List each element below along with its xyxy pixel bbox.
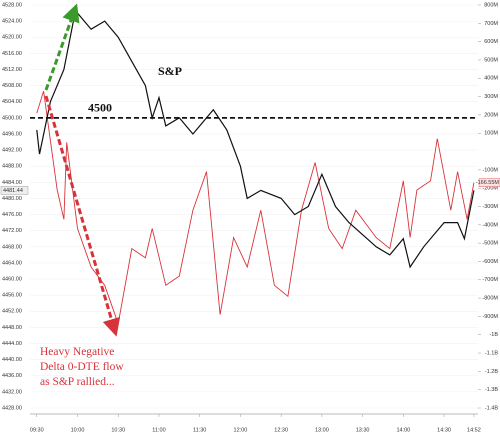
y2-tick-label: 100M [484, 131, 498, 137]
x-tick-label: 14:52 [467, 427, 481, 433]
y-tick-label: 4444.00 [2, 341, 22, 347]
x-tick-label: 09:30 [30, 427, 44, 433]
x-tick-label: 10:00 [71, 427, 85, 433]
x-tick-label: 14:00 [396, 427, 410, 433]
y2-tick-label: -1.3B [485, 387, 498, 393]
y-tick-label: 4504.00 [2, 99, 22, 105]
y-tick-label: 4464.00 [2, 260, 22, 266]
y2-tick-label: 600M [484, 39, 498, 45]
x-tick-label: 12:30 [274, 427, 288, 433]
y-tick-label: 4480.00 [2, 196, 22, 202]
series-label: S&P [158, 64, 182, 78]
y2-tick-label: -200M [482, 186, 498, 192]
y2-tick-label: -1.1B [485, 350, 498, 356]
green-arrow [44, 3, 80, 91]
y-tick-label: 4528.00 [2, 2, 22, 8]
y-tick-label: 4484.00 [2, 180, 22, 186]
y-tick-label: 4436.00 [2, 373, 22, 379]
y-tick-label: 4524.00 [2, 19, 22, 25]
series-line [36, 12, 475, 269]
y2-tick-label: 800M [484, 2, 498, 8]
y-tick-label: 4448.00 [2, 325, 22, 331]
annotation-line: Delta 0-DTE flow [40, 361, 124, 373]
red-arrow [44, 95, 121, 337]
y-tick-label: 4508.00 [2, 83, 22, 89]
y2-tick-label: -900M [482, 314, 498, 320]
y2-tick-label: -1B [489, 332, 498, 338]
y-tick-label: 4488.00 [2, 164, 22, 170]
last-value-box [0, 186, 29, 195]
y-tick-label: 4428.00 [2, 405, 22, 411]
y2-tick-label: -300M [482, 204, 498, 210]
y2-tick-label: 400M [484, 76, 498, 82]
y-tick-label: 4500.00 [2, 115, 22, 121]
y2-tick-label: 500M [484, 57, 498, 63]
y2-tick-label: -100M [482, 167, 498, 173]
y-tick-label: 4456.00 [2, 293, 22, 299]
y2-tick-label: -600M [482, 259, 498, 265]
y-tick-label: 4492.00 [2, 148, 22, 154]
y-tick-label: 4432.00 [2, 389, 22, 395]
last-value-label: -166.55M [476, 180, 500, 186]
y-tick-label: 4472.00 [2, 228, 22, 234]
y-tick-label: 4476.00 [2, 212, 22, 218]
x-tick-label: 10:30 [111, 427, 125, 433]
x-tick-label: 11:00 [152, 427, 165, 433]
y-tick-label: 4440.00 [2, 357, 22, 363]
x-tick-label: 14:30 [437, 427, 451, 433]
y-tick-label: 4468.00 [2, 244, 22, 250]
last-value-box [478, 178, 500, 187]
y2-tick-label: -700M [482, 277, 498, 283]
y-tick-label: 4512.00 [2, 67, 22, 73]
x-tick-label: 13:00 [315, 427, 329, 433]
y2-tick-label: -400M [482, 222, 498, 228]
annotation-line: Heavy Negative [40, 346, 114, 358]
y2-tick-label: 300M [484, 94, 498, 100]
y-tick-label: 4496.00 [2, 131, 22, 137]
y2-tick-label: -1.2B [485, 369, 498, 375]
y2-tick-label: -1.4B [485, 405, 498, 411]
y-tick-label: 4520.00 [2, 35, 22, 41]
y2-tick-label: -800M [482, 296, 498, 302]
y-tick-label: 4452.00 [2, 309, 22, 315]
x-tick-label: 11:30 [193, 427, 206, 433]
annotation: Heavy Negative Delta 0-DTE flow as S&P r… [40, 346, 127, 388]
annotation-line: as S&P rallied... [40, 376, 115, 388]
y-tick-label: 4460.00 [2, 276, 22, 282]
y2-tick-label: 700M [484, 21, 498, 27]
y-tick-label: 4516.00 [2, 51, 22, 57]
last-value-label: 4481.44 [3, 188, 23, 194]
y2-tick-label: 200M [484, 112, 498, 118]
y2-tick-label: -500M [482, 241, 498, 247]
series-line [36, 90, 475, 326]
x-tick-label: 12:00 [234, 427, 248, 433]
reference-label: 4500 [88, 101, 112, 115]
x-tick-label: 13:30 [356, 427, 370, 433]
